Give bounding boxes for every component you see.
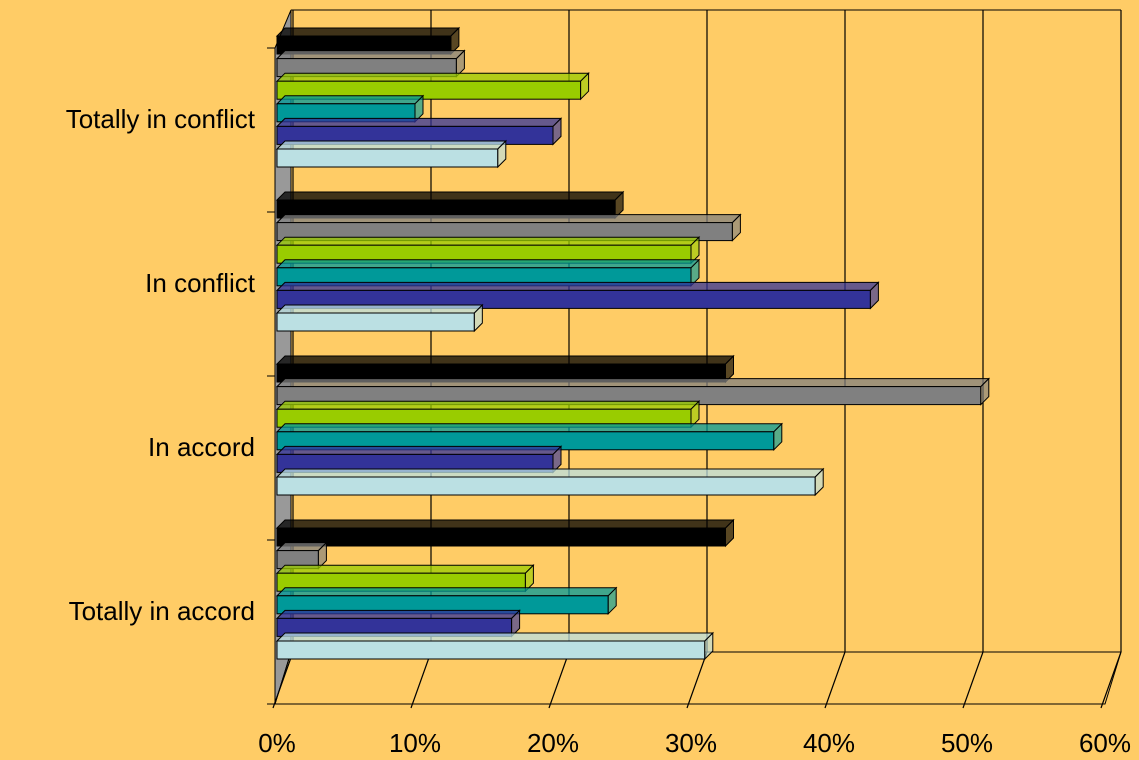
bar-in-conflict-s2 — [275, 213, 742, 242]
bar-totally-in-accord-s4 — [275, 586, 618, 616]
floor-gridline — [548, 651, 570, 709]
floor-gridline — [410, 651, 432, 709]
bar-totally-in-accord-s2 — [275, 541, 328, 570]
bar-totally-in-accord-s1 — [275, 518, 735, 548]
bar-in-accord-s4 — [275, 422, 784, 452]
bar-totally-in-accord-s6 — [275, 631, 715, 661]
floor-gridline — [962, 651, 984, 709]
bar-in-accord-s3 — [275, 399, 701, 429]
bar-totally-in-accord-s5 — [275, 609, 521, 638]
y-label-totally-in-conflict: Totally in conflict — [66, 104, 256, 134]
bar-in-conflict-s3 — [275, 235, 701, 265]
bar-totally-in-accord-s3 — [275, 563, 535, 593]
y-label-in-accord: In accord — [148, 432, 255, 462]
x-axis: 0% 10% 20% 30% 40% 50% 60% — [258, 728, 1131, 758]
bar-in-accord-s6 — [275, 467, 825, 497]
x-tick-label: 0% — [258, 728, 296, 758]
x-tick-label: 40% — [803, 728, 855, 758]
x-tick-label: 10% — [389, 728, 441, 758]
bar-totally-in-conflict-s3 — [275, 71, 590, 101]
bar-totally-in-conflict-s1 — [275, 26, 461, 56]
bar-totally-in-conflict-s6 — [275, 139, 508, 169]
bar-totally-in-conflict-s4 — [275, 94, 425, 124]
floor-gridline — [1100, 651, 1122, 709]
y-label-totally-in-accord: Totally in accord — [69, 596, 255, 626]
x-tick-label: 60% — [1079, 728, 1131, 758]
y-label-in-conflict: In conflict — [145, 268, 256, 298]
bar-in-conflict-s1 — [275, 190, 625, 220]
bar-totally-in-conflict-s2 — [275, 49, 466, 78]
x-tick-label: 20% — [527, 728, 579, 758]
floor-gridline — [824, 651, 846, 709]
bar-in-conflict-s6 — [275, 303, 484, 333]
floor-gridline — [686, 651, 708, 709]
bar-totally-in-conflict-s5 — [275, 117, 563, 146]
floor-gridline — [272, 651, 294, 709]
x-tick-label: 30% — [665, 728, 717, 758]
bar-in-accord-s2 — [275, 377, 991, 406]
y-axis: Totally in conflict In conflict In accord T… — [66, 47, 275, 705]
bar-in-conflict-s4 — [275, 258, 701, 288]
bar-in-accord-s1 — [275, 354, 735, 384]
bar-in-conflict-s5 — [275, 281, 880, 310]
bars — [275, 26, 991, 661]
x-tick-label: 50% — [941, 728, 993, 758]
